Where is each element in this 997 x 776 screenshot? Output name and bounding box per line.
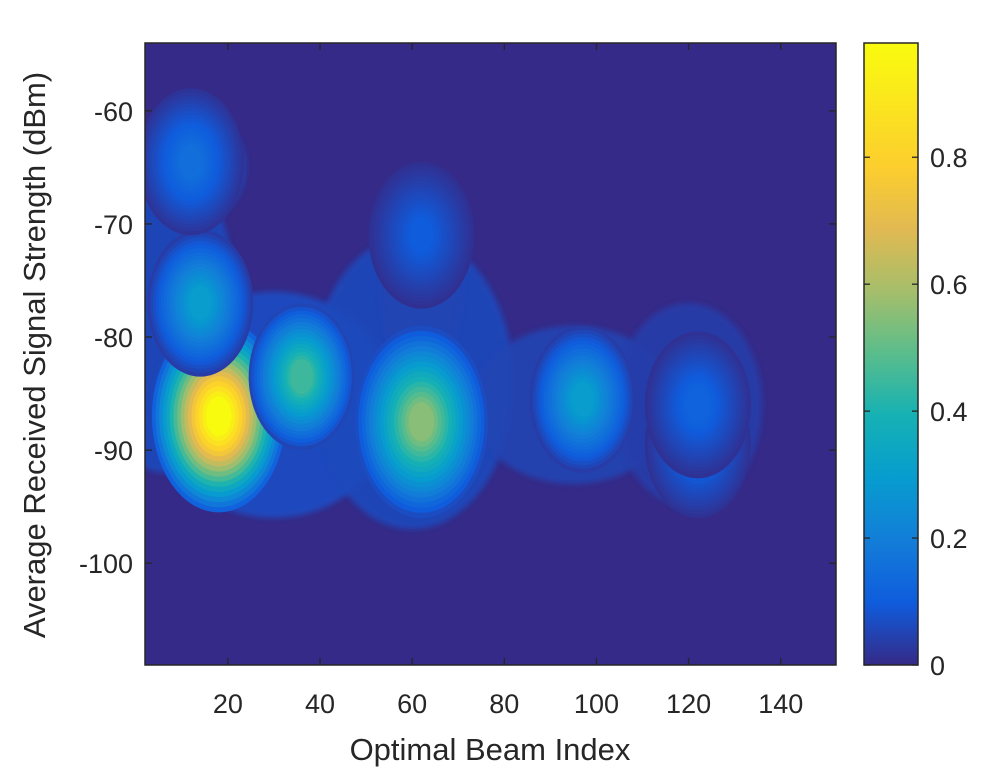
x-tick-label: 80 xyxy=(489,689,519,719)
colorbar-gradient xyxy=(863,42,919,666)
contour-level xyxy=(686,387,710,423)
y-tick-label: -80 xyxy=(94,323,133,353)
contour-level xyxy=(571,381,595,417)
density-peak xyxy=(368,161,475,309)
y-tick-label: -100 xyxy=(79,549,133,579)
y-tick-label: -60 xyxy=(94,97,133,127)
axis-ticks: 20 40 60 80 100 120 140 -60 -70 -80 -90 -100 xyxy=(79,43,836,719)
x-tick-label: 100 xyxy=(574,689,619,719)
colorbar-tick-label: 0.6 xyxy=(930,270,968,300)
colorbar-tick-label: 0.2 xyxy=(930,524,968,554)
contour-level xyxy=(205,396,232,436)
colorbar: 0 0.2 0.4 0.6 0.8 xyxy=(863,42,968,681)
plot-frame xyxy=(144,42,837,666)
colorbar-tick-label: 0.8 xyxy=(930,143,968,173)
x-tick-label: 20 xyxy=(213,689,243,719)
x-tick-label: 60 xyxy=(397,689,427,719)
contour-level xyxy=(179,144,203,180)
contour-level xyxy=(408,402,435,442)
contour-level xyxy=(188,285,212,321)
y-axis-label: Average Received Signal Strength (dBm) xyxy=(17,72,52,638)
y-tick-label: -70 xyxy=(94,210,133,240)
density-peak xyxy=(147,229,254,377)
colorbar-tick-label: 0.4 xyxy=(930,397,968,427)
contour-level xyxy=(409,217,433,253)
contour-level xyxy=(290,359,314,395)
density-peak xyxy=(644,331,751,479)
density-peak xyxy=(248,303,355,451)
x-axis-label: Optimal Beam Index xyxy=(350,732,631,767)
density-peak xyxy=(145,88,245,236)
density-peak xyxy=(151,320,286,513)
x-tick-label: 120 xyxy=(666,689,711,719)
density-field xyxy=(145,88,763,530)
density-peak xyxy=(354,325,489,518)
x-tick-label: 40 xyxy=(305,689,335,719)
y-tick-label: -90 xyxy=(94,436,133,466)
colorbar-tick-label: 0 xyxy=(930,651,945,681)
x-tick-label: 140 xyxy=(758,689,803,719)
plot-area xyxy=(144,42,837,666)
density-peak xyxy=(529,325,636,473)
